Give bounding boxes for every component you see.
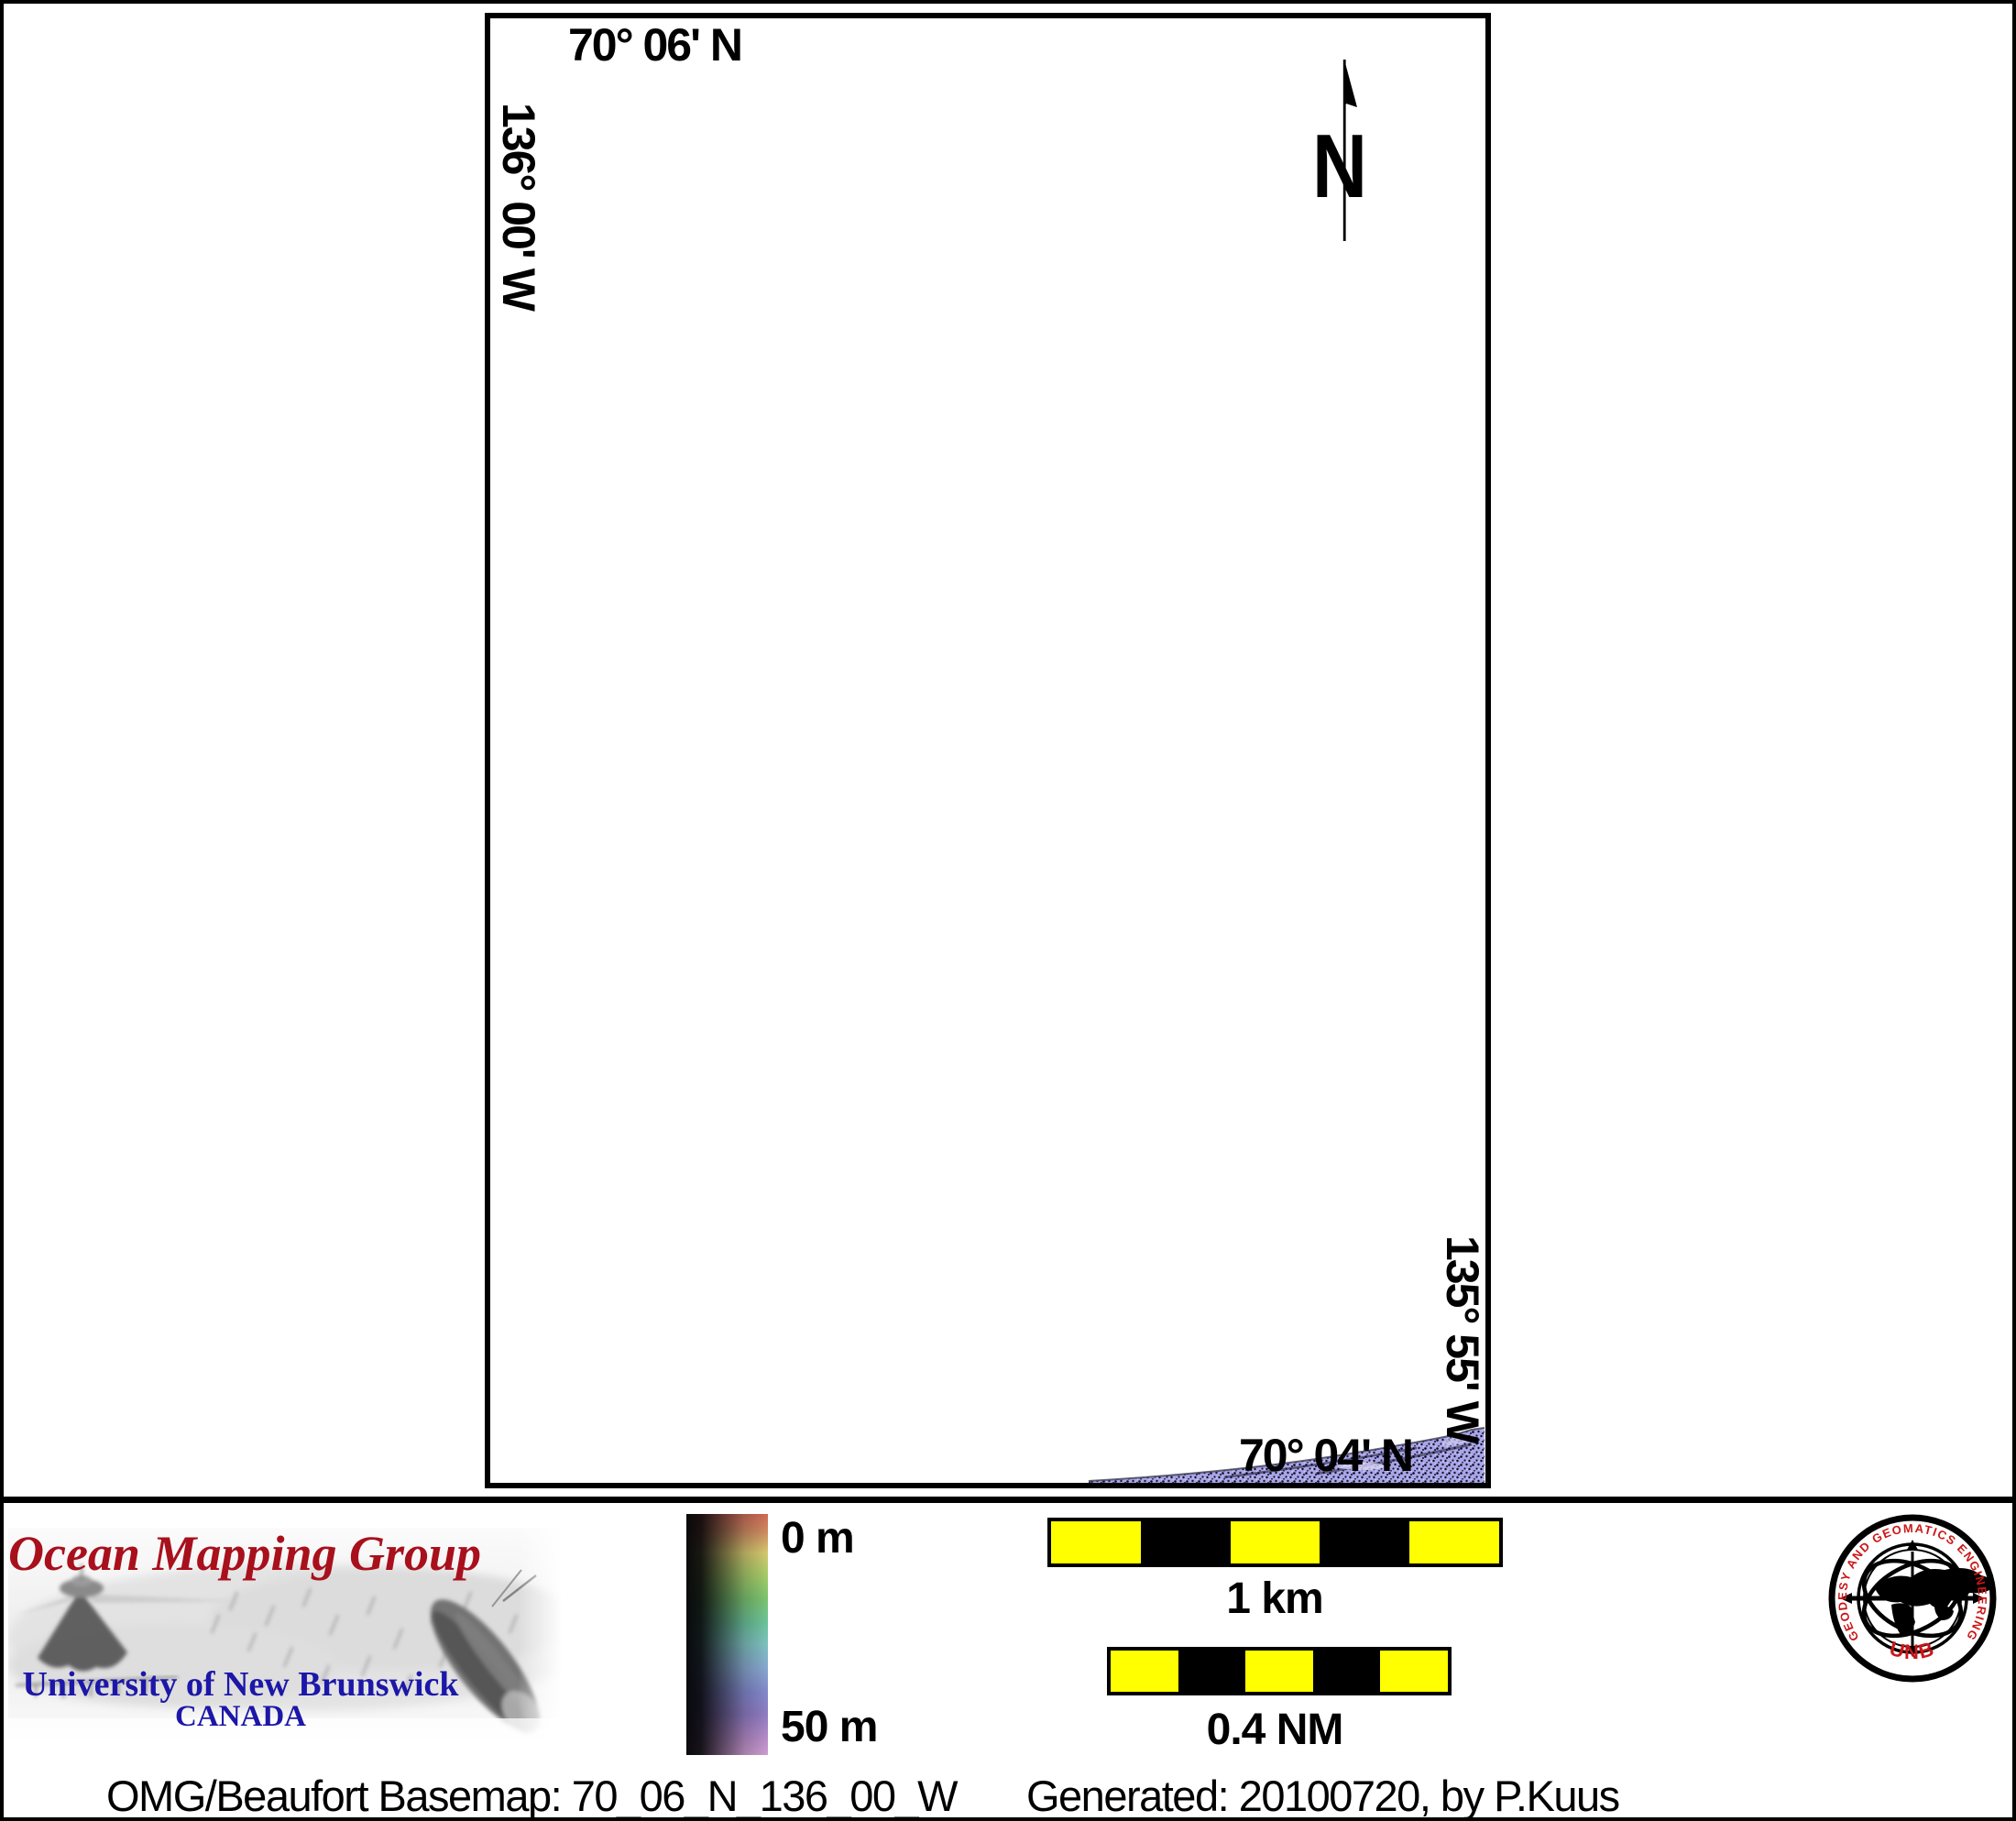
scale-segment [1178,1651,1246,1692]
caption-basemap: OMG/Beaufort Basemap: 70_06_N_136_00_W [106,1772,958,1820]
scale-segment [1140,1521,1231,1563]
scale-segment [1320,1521,1410,1563]
scale-bar-km-label: 1 km [1226,1574,1323,1623]
scale-bar-km [1047,1518,1503,1567]
north-arrow-icon: N [1312,60,1367,241]
scale-segment [1051,1521,1141,1563]
caption-generated: Generated: 20100720, by P.Kuus [1025,1772,1620,1820]
latitude-label-bottom: 70° 04' N [1239,1430,1414,1481]
scale-bar-nm-label: 0.4 NM [1206,1706,1344,1754]
unb-seal: GEODESY AND GEOMATICS ENGINEERING UNB [1828,1514,1997,1683]
footer-separator-line [4,1497,2012,1503]
omg-logo-country: CANADA [175,1700,306,1733]
seal-acronym: UNB [1887,1637,1935,1663]
depth-min-label: 0 m [781,1514,855,1563]
omg-logo-subtitle: University of New Brunswick [22,1665,459,1704]
latitude-label-top: 70° 06' N [568,19,743,71]
omg-logo-artwork [8,1528,561,1739]
depth-max-label: 50 m [781,1703,878,1751]
scale-segment [1312,1651,1381,1692]
omg-logo-title: Ocean Mapping Group [8,1528,482,1581]
bathymetry-crest-line [1088,1427,1485,1482]
map-border-rectangle [485,13,1491,1488]
bathymetry-swath [1088,1427,1485,1483]
omg-logo: Ocean Mapping Group University of New Br… [8,1528,561,1739]
seal-outer-ring [1828,1514,1997,1683]
scale-segment [1111,1651,1178,1692]
scale-segment [1245,1651,1313,1692]
scale-segment [1230,1521,1320,1563]
depth-colorbar [686,1514,768,1755]
scale-bar-nm [1107,1647,1452,1695]
bathymetry-texture [1089,1428,1485,1483]
svg-text:UNB: UNB [1887,1637,1937,1663]
scale-segment [1380,1651,1448,1692]
longitude-label-west: 136° 00' W [493,103,544,310]
scale-segment [1409,1521,1499,1563]
caption: OMG/Beaufort Basemap: 70_06_N_136_00_W Ge… [106,1772,1620,1820]
north-arrow-letter: N [1312,115,1367,216]
longitude-label-east: 135° 55' W [1437,1235,1488,1443]
seal-globe-continents [1875,1568,1995,1636]
